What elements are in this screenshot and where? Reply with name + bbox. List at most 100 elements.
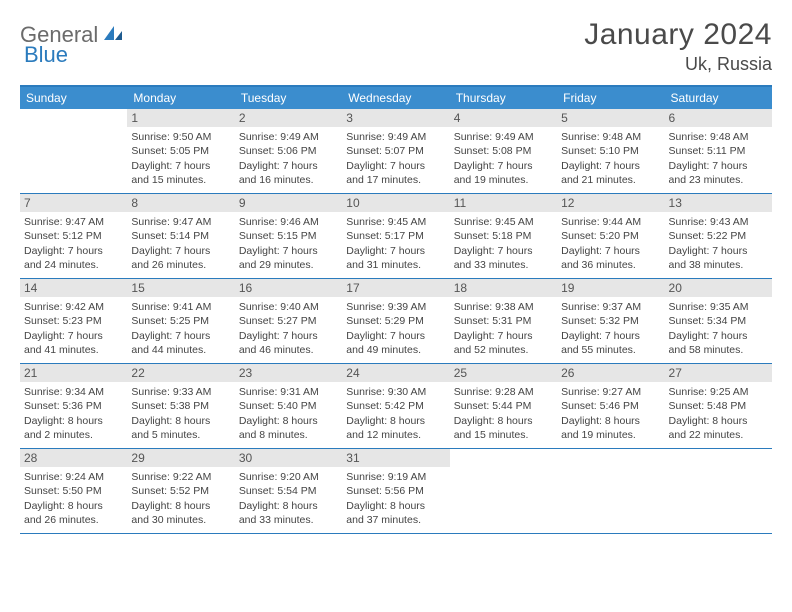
day-cell: 9Sunrise: 9:46 AMSunset: 5:15 PMDaylight… <box>235 194 342 278</box>
sunset-text: Sunset: 5:50 PM <box>24 484 123 498</box>
daylight-text-2: and 21 minutes. <box>561 173 660 187</box>
daylight-text-1: Daylight: 8 hours <box>131 499 230 513</box>
day-number: 2 <box>235 109 342 127</box>
daylight-text-1: Daylight: 7 hours <box>131 159 230 173</box>
daylight-text-2: and 55 minutes. <box>561 343 660 357</box>
day-cell-empty <box>20 109 127 193</box>
day-number: 30 <box>235 449 342 467</box>
daylight-text-1: Daylight: 8 hours <box>561 414 660 428</box>
day-cell: 19Sunrise: 9:37 AMSunset: 5:32 PMDayligh… <box>557 279 664 363</box>
week-row: 1Sunrise: 9:50 AMSunset: 5:05 PMDaylight… <box>20 109 772 194</box>
day-number: 21 <box>20 364 127 382</box>
daylight-text-1: Daylight: 8 hours <box>24 499 123 513</box>
daylight-text-2: and 36 minutes. <box>561 258 660 272</box>
sunrise-text: Sunrise: 9:38 AM <box>454 300 553 314</box>
sunset-text: Sunset: 5:56 PM <box>346 484 445 498</box>
sunset-text: Sunset: 5:15 PM <box>239 229 338 243</box>
sunrise-text: Sunrise: 9:19 AM <box>346 470 445 484</box>
daylight-text-1: Daylight: 7 hours <box>239 329 338 343</box>
daylight-text-2: and 30 minutes. <box>131 513 230 527</box>
sunset-text: Sunset: 5:54 PM <box>239 484 338 498</box>
day-cell: 31Sunrise: 9:19 AMSunset: 5:56 PMDayligh… <box>342 449 449 533</box>
day-number: 6 <box>665 109 772 127</box>
day-number: 23 <box>235 364 342 382</box>
daylight-text-1: Daylight: 8 hours <box>454 414 553 428</box>
weekday-thursday: Thursday <box>450 87 557 109</box>
daylight-text-2: and 24 minutes. <box>24 258 123 272</box>
daylight-text-1: Daylight: 8 hours <box>346 499 445 513</box>
daylight-text-2: and 44 minutes. <box>131 343 230 357</box>
daylight-text-2: and 31 minutes. <box>346 258 445 272</box>
daylight-text-1: Daylight: 7 hours <box>131 244 230 258</box>
sunrise-text: Sunrise: 9:45 AM <box>454 215 553 229</box>
day-cell: 29Sunrise: 9:22 AMSunset: 5:52 PMDayligh… <box>127 449 234 533</box>
sunset-text: Sunset: 5:34 PM <box>669 314 768 328</box>
daylight-text-1: Daylight: 7 hours <box>454 329 553 343</box>
month-title: January 2024 <box>584 18 772 52</box>
day-cell: 22Sunrise: 9:33 AMSunset: 5:38 PMDayligh… <box>127 364 234 448</box>
daylight-text-2: and 15 minutes. <box>131 173 230 187</box>
sunrise-text: Sunrise: 9:48 AM <box>561 130 660 144</box>
day-number: 29 <box>127 449 234 467</box>
daylight-text-1: Daylight: 8 hours <box>346 414 445 428</box>
day-number: 26 <box>557 364 664 382</box>
sunset-text: Sunset: 5:29 PM <box>346 314 445 328</box>
sunrise-text: Sunrise: 9:50 AM <box>131 130 230 144</box>
sunset-text: Sunset: 5:08 PM <box>454 144 553 158</box>
day-cell: 15Sunrise: 9:41 AMSunset: 5:25 PMDayligh… <box>127 279 234 363</box>
day-cell: 18Sunrise: 9:38 AMSunset: 5:31 PMDayligh… <box>450 279 557 363</box>
sunset-text: Sunset: 5:36 PM <box>24 399 123 413</box>
daylight-text-2: and 26 minutes. <box>131 258 230 272</box>
day-cell: 12Sunrise: 9:44 AMSunset: 5:20 PMDayligh… <box>557 194 664 278</box>
sunrise-text: Sunrise: 9:49 AM <box>454 130 553 144</box>
sunrise-text: Sunrise: 9:31 AM <box>239 385 338 399</box>
day-cell: 23Sunrise: 9:31 AMSunset: 5:40 PMDayligh… <box>235 364 342 448</box>
day-number: 5 <box>557 109 664 127</box>
sunset-text: Sunset: 5:05 PM <box>131 144 230 158</box>
day-number: 14 <box>20 279 127 297</box>
day-cell: 21Sunrise: 9:34 AMSunset: 5:36 PMDayligh… <box>20 364 127 448</box>
daylight-text-2: and 49 minutes. <box>346 343 445 357</box>
daylight-text-2: and 17 minutes. <box>346 173 445 187</box>
sunrise-text: Sunrise: 9:30 AM <box>346 385 445 399</box>
sunset-text: Sunset: 5:07 PM <box>346 144 445 158</box>
daylight-text-1: Daylight: 7 hours <box>561 244 660 258</box>
day-cell: 4Sunrise: 9:49 AMSunset: 5:08 PMDaylight… <box>450 109 557 193</box>
weekday-friday: Friday <box>557 87 664 109</box>
daylight-text-2: and 29 minutes. <box>239 258 338 272</box>
week-row: 21Sunrise: 9:34 AMSunset: 5:36 PMDayligh… <box>20 364 772 449</box>
day-number: 12 <box>557 194 664 212</box>
sunset-text: Sunset: 5:18 PM <box>454 229 553 243</box>
sunset-text: Sunset: 5:17 PM <box>346 229 445 243</box>
daylight-text-1: Daylight: 7 hours <box>669 329 768 343</box>
day-cell: 8Sunrise: 9:47 AMSunset: 5:14 PMDaylight… <box>127 194 234 278</box>
daylight-text-2: and 41 minutes. <box>24 343 123 357</box>
logo-text-blue: Blue <box>24 42 68 68</box>
sunset-text: Sunset: 5:06 PM <box>239 144 338 158</box>
daylight-text-2: and 5 minutes. <box>131 428 230 442</box>
sunset-text: Sunset: 5:20 PM <box>561 229 660 243</box>
week-row: 28Sunrise: 9:24 AMSunset: 5:50 PMDayligh… <box>20 449 772 534</box>
weekday-wednesday: Wednesday <box>342 87 449 109</box>
day-cell-empty <box>665 449 772 533</box>
daylight-text-1: Daylight: 7 hours <box>346 329 445 343</box>
sunrise-text: Sunrise: 9:35 AM <box>669 300 768 314</box>
day-number: 22 <box>127 364 234 382</box>
day-cell: 1 Sunrise: 9:50 AMSunset: 5:05 PMDaylight… <box>127 109 234 193</box>
weekday-sunday: Sunday <box>20 87 127 109</box>
daylight-text-1: Daylight: 7 hours <box>561 159 660 173</box>
title-block: January 2024 Uk, Russia <box>584 18 772 81</box>
day-number: 3 <box>342 109 449 127</box>
day-number: 1 <box>127 109 234 127</box>
sunset-text: Sunset: 5:42 PM <box>346 399 445 413</box>
daylight-text-1: Daylight: 8 hours <box>239 414 338 428</box>
day-number: 27 <box>665 364 772 382</box>
day-cell: 13Sunrise: 9:43 AMSunset: 5:22 PMDayligh… <box>665 194 772 278</box>
sunrise-text: Sunrise: 9:42 AM <box>24 300 123 314</box>
daylight-text-2: and 58 minutes. <box>669 343 768 357</box>
day-number: 15 <box>127 279 234 297</box>
daylight-text-2: and 33 minutes. <box>454 258 553 272</box>
day-number: 19 <box>557 279 664 297</box>
day-cell: 7Sunrise: 9:47 AMSunset: 5:12 PMDaylight… <box>20 194 127 278</box>
sunset-text: Sunset: 5:14 PM <box>131 229 230 243</box>
